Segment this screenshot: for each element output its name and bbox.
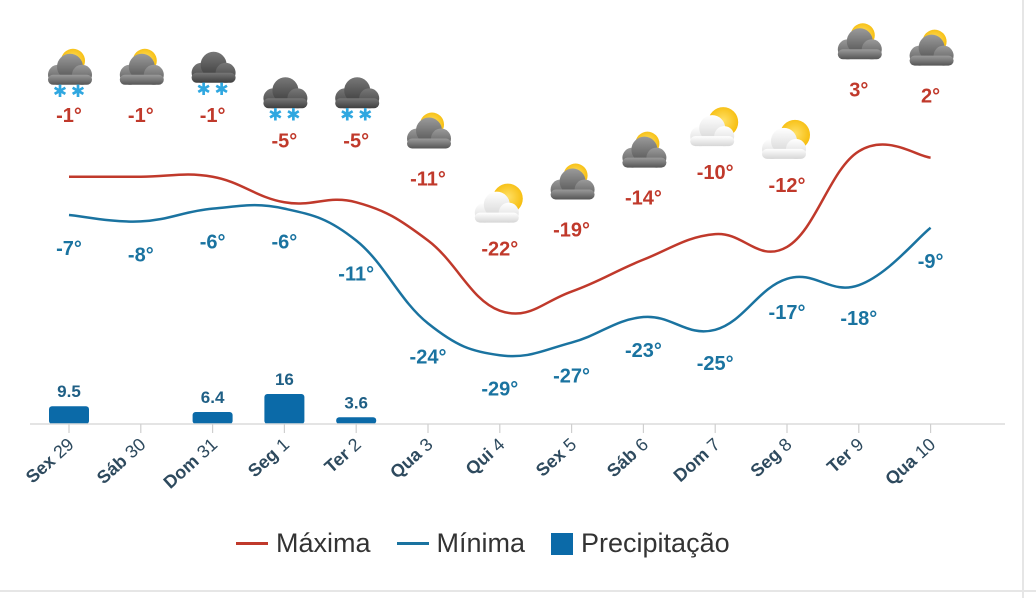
partly-sunny-cloud-icon	[622, 131, 667, 168]
partly-sunny-cloud-icon	[909, 29, 954, 66]
min-temp-label: -29°	[481, 378, 518, 400]
sun-behind-cloud-icon	[690, 107, 739, 147]
max-temp-label: -1°	[200, 105, 226, 127]
legend-item-min: Mínima	[396, 528, 526, 559]
legend-swatch-precip	[551, 532, 574, 555]
snowflake-shape: ✱	[71, 82, 85, 102]
max-temp-label: -5°	[272, 130, 298, 152]
legend-label-max: Máxima	[276, 528, 371, 558]
precip-bar	[192, 412, 233, 424]
snowflake-shape: ✱	[340, 105, 354, 125]
min-temp-label: -25°	[697, 353, 734, 375]
max-temp-label: -22°	[481, 239, 518, 261]
max-temp-label: -1°	[128, 105, 154, 127]
precip-label: 16	[275, 370, 294, 389]
cloud-shape	[690, 115, 735, 147]
legend-label-precip: Precipitação	[581, 528, 730, 558]
x-axis-day-label: Sáb 30	[93, 434, 150, 488]
snowflake-shape: ✱	[196, 80, 210, 100]
cloud-shape	[762, 127, 806, 159]
min-temp-label: -24°	[410, 346, 447, 368]
max-temp-label: 3°	[849, 79, 868, 101]
cloud-shape	[335, 77, 380, 109]
legend-item-max: Máxima	[236, 528, 371, 559]
x-axis-day-label: Qua 10	[881, 434, 939, 489]
max-temp-label: -11°	[410, 169, 446, 191]
x-axis-day-label: Seg 1	[244, 434, 293, 481]
cloud-shape	[909, 34, 954, 66]
min-temp-label: -9°	[918, 251, 944, 273]
min-temp-label: -6°	[272, 232, 298, 254]
snowflake-shape: ✱	[358, 105, 372, 125]
chart-legend: Máxima Mínima Precipitação	[236, 528, 730, 559]
min-temp-line	[68, 203, 932, 358]
bottom-border	[0, 590, 1036, 592]
x-axis-day-label: Ter 9	[823, 434, 867, 477]
cloud-shape	[48, 53, 92, 85]
x-axis-day-label: Qua 3	[386, 434, 437, 482]
partly-sunny-snow-icon: ✱ ✱	[48, 48, 92, 102]
min-temp-label: -8°	[128, 244, 154, 266]
x-axis-day-label: Sex 29	[22, 434, 78, 487]
snowflake-shape: ✱	[214, 80, 228, 100]
precip-label: 3.6	[344, 393, 368, 412]
cloud-snow-icon: ✱ ✱	[263, 77, 308, 125]
partly-sunny-cloud-icon	[550, 163, 595, 200]
cloud-shape	[622, 136, 667, 168]
x-axis-day-label: Dom 7	[670, 434, 724, 486]
partly-sunny-cloud-icon	[837, 23, 882, 60]
min-temp-label: -11°	[338, 264, 374, 286]
max-temp-label: -1°	[56, 105, 82, 127]
x-axis-day-label: Seg 8	[747, 434, 796, 481]
precip-label: 6.4	[201, 388, 225, 407]
precip-label: 9.5	[57, 382, 81, 401]
min-temp-label: -23°	[625, 340, 662, 362]
legend-label-min: Mínima	[436, 528, 526, 558]
cloud-shape	[407, 117, 451, 149]
precip-bar	[336, 417, 377, 424]
x-axis-day-label: Sáb 6	[603, 434, 652, 481]
max-temp-label: -19°	[553, 220, 590, 242]
min-temp-label: -7°	[56, 238, 82, 260]
partly-sunny-cloud-icon	[407, 112, 451, 149]
legend-swatch-min	[396, 542, 429, 545]
cloud-shape	[474, 191, 519, 223]
x-axis-day-label: Sex 5	[532, 434, 580, 480]
cloud-snow-icon: ✱ ✱	[191, 51, 236, 100]
snowflake-shape: ✱	[53, 82, 67, 102]
right-border	[1022, 0, 1024, 598]
legend-swatch-max	[236, 542, 268, 545]
precip-bar	[49, 406, 89, 424]
cloud-shape	[263, 77, 308, 109]
min-temp-label: -17°	[769, 302, 806, 324]
max-temp-line	[69, 143, 931, 315]
max-temp-label: -12°	[769, 175, 806, 197]
cloud-snow-icon: ✱ ✱	[335, 77, 380, 125]
partly-sunny-cloud-icon	[119, 48, 164, 85]
precip-bar	[264, 394, 305, 424]
cloud-shape	[550, 168, 595, 200]
min-temp-label: -6°	[200, 232, 226, 254]
cloud-shape	[191, 51, 236, 83]
max-temp-label: -10°	[697, 162, 734, 184]
sun-behind-cloud-icon	[474, 183, 523, 223]
legend-item-precip: Precipitação	[551, 528, 730, 559]
x-axis-day-label: Dom 31	[160, 434, 222, 492]
max-temp-label: -5°	[343, 130, 369, 152]
cloud-shape	[837, 28, 882, 60]
max-temp-label: 2°	[921, 86, 940, 108]
sun-behind-cloud-icon	[762, 119, 810, 159]
x-axis-day-label: Ter 2	[321, 434, 365, 477]
cloud-shape	[119, 53, 164, 85]
snowflake-shape: ✱	[268, 105, 282, 125]
x-axis-day-label: Qui 4	[462, 434, 509, 479]
snowflake-shape: ✱	[286, 105, 300, 125]
min-temp-label: -27°	[553, 366, 590, 388]
min-temp-label: -18°	[840, 308, 877, 330]
max-temp-label: -14°	[625, 188, 662, 210]
